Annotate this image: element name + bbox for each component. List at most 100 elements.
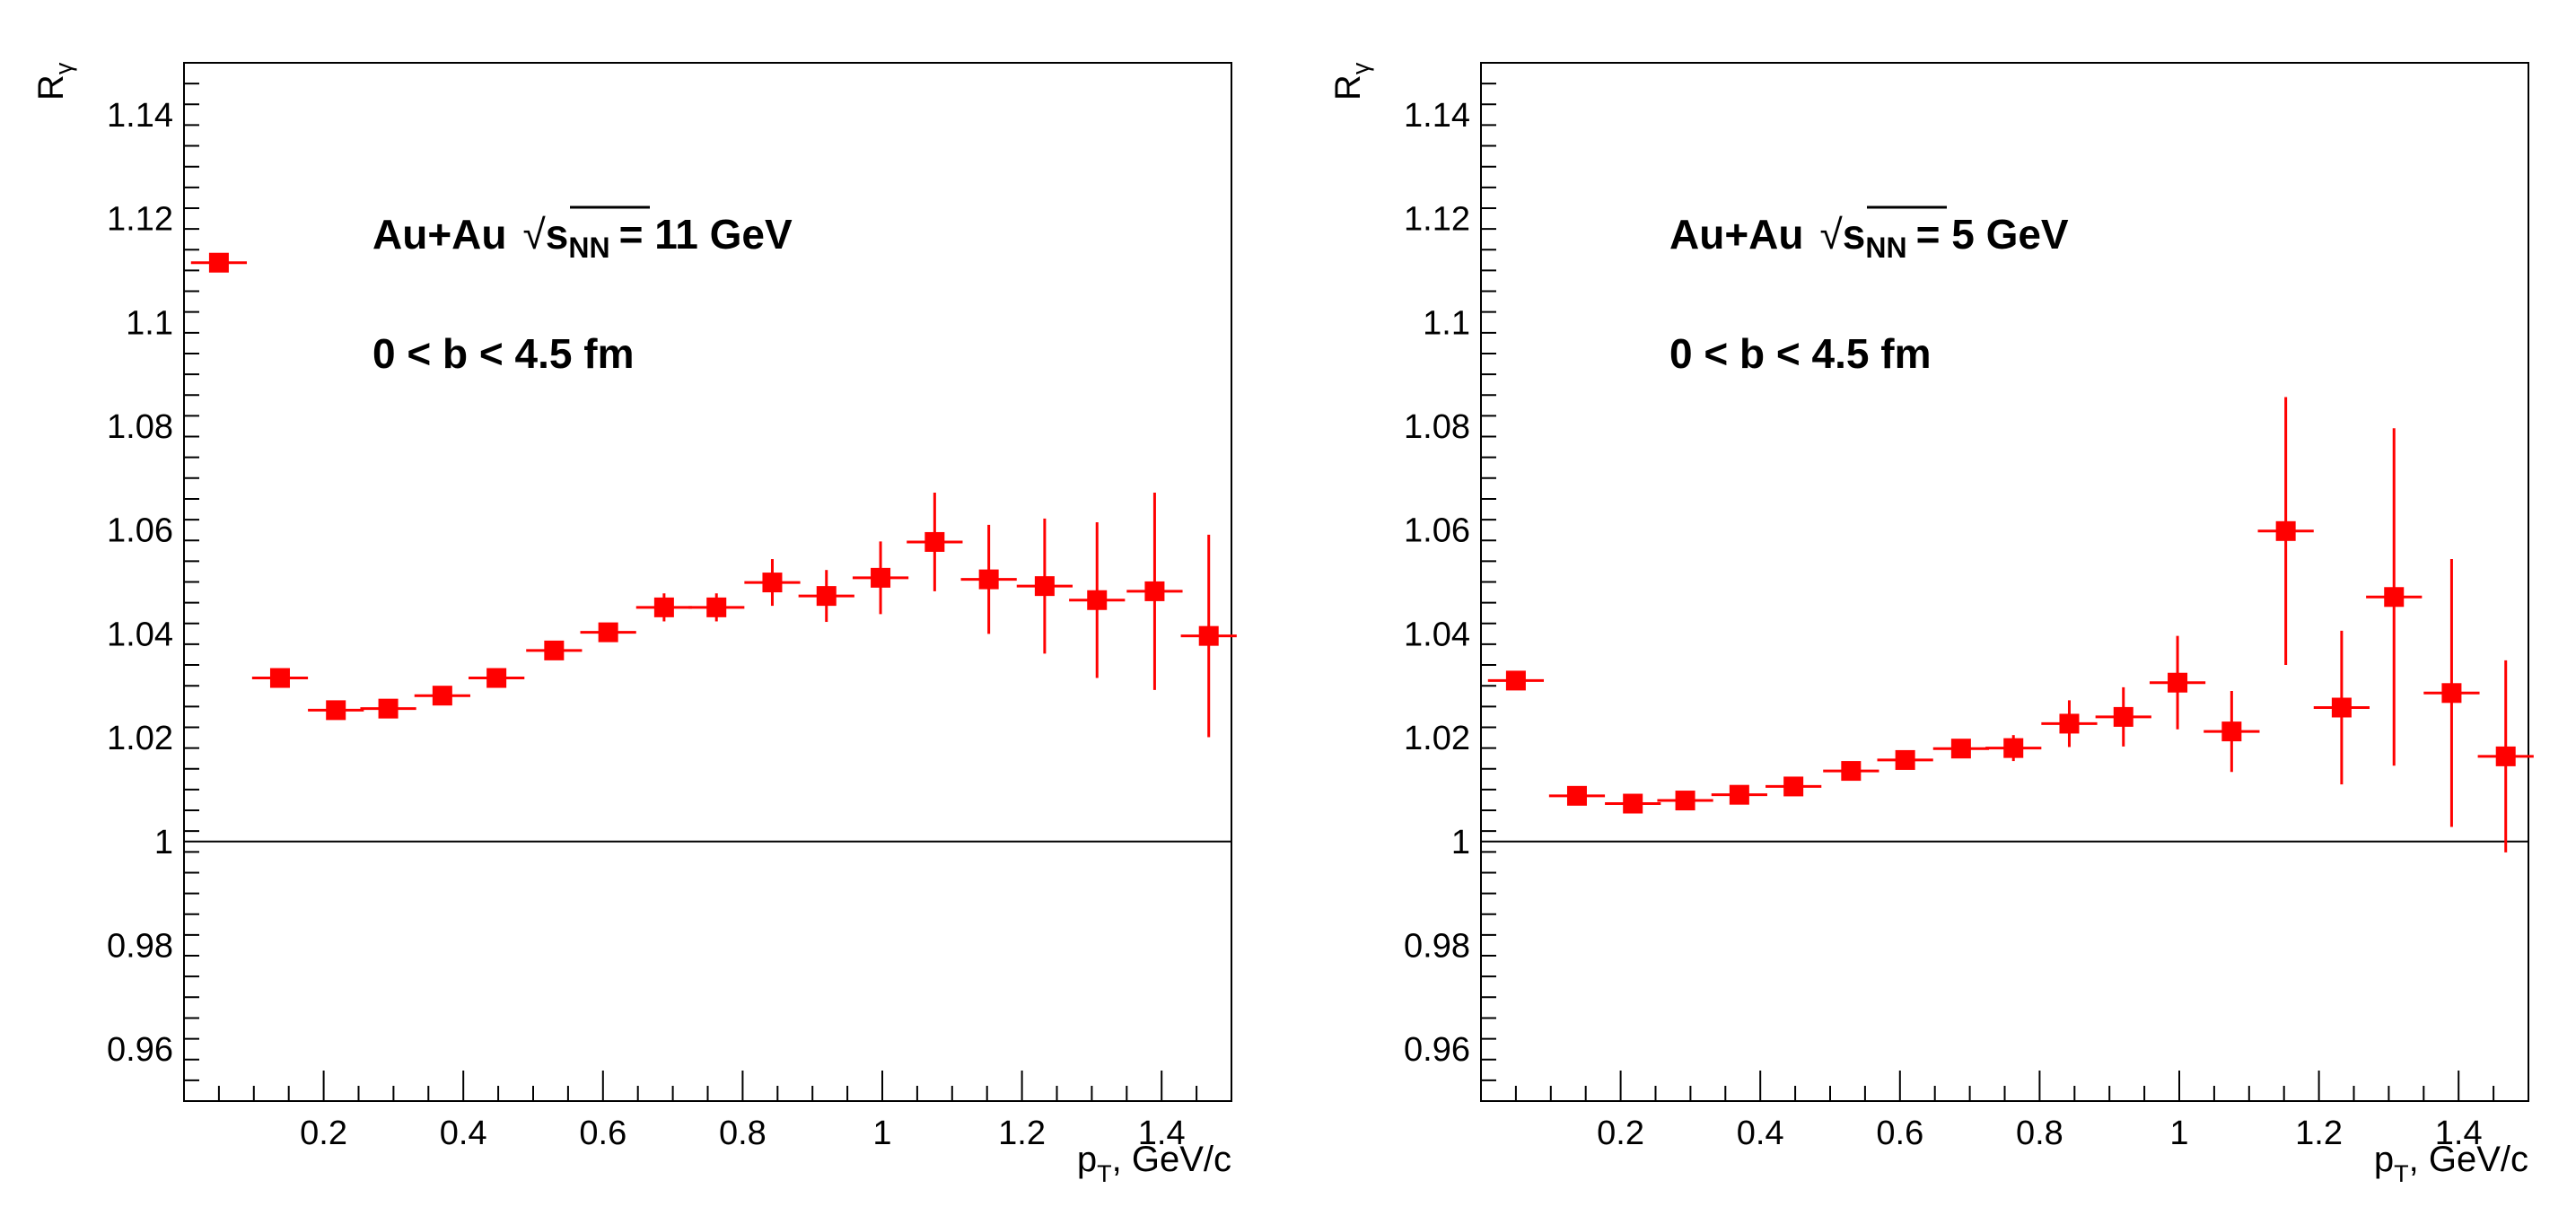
marker-square xyxy=(598,622,618,643)
y-ticks: 0.96 0.98 1 1.02 1.04 1.06 1.08 1.1 1.12 1.14 xyxy=(1404,62,1496,1102)
data-point xyxy=(2366,428,2423,766)
annotation-s-sub: NN xyxy=(1865,232,1906,264)
x-tick-label: 1 xyxy=(2169,1115,2188,1152)
data-point xyxy=(1069,521,1126,678)
y-tick-label: 0.98 xyxy=(1404,927,1470,965)
y-tick-label: 0.96 xyxy=(107,1031,173,1069)
data-point xyxy=(2313,630,2370,785)
annotation-sqrt: √ xyxy=(523,211,547,258)
x-tick-label: 0.4 xyxy=(1737,1115,1784,1152)
marker-square xyxy=(1087,590,1108,610)
x-axis-title-sub: T xyxy=(2394,1160,2409,1187)
y-tick-label: 1.02 xyxy=(107,720,173,757)
marker-square xyxy=(2275,520,2296,541)
data-point xyxy=(1877,749,1933,770)
marker-square xyxy=(2384,587,2405,608)
x-tick-label: 1.2 xyxy=(998,1115,1046,1152)
marker-square xyxy=(544,640,565,660)
chart-panel-left: 0.96 0.98 1 1.02 1.04 1.06 1.08 1.1 1.12 1.14 0.2… xyxy=(31,62,1237,1187)
data-point xyxy=(635,593,692,622)
x-tick-label: 0.6 xyxy=(1876,1115,1923,1152)
marker-square xyxy=(816,586,837,607)
data-point xyxy=(744,559,801,607)
marker-square xyxy=(653,597,674,617)
data-point xyxy=(526,640,583,660)
y-tick-label: 1.04 xyxy=(1404,616,1470,653)
y-tick-label: 1 xyxy=(154,824,173,861)
data-point xyxy=(688,593,745,622)
data-point xyxy=(1657,791,1713,811)
y-axis-title: Rγ xyxy=(1328,62,1374,101)
x-tick-label: 0.6 xyxy=(579,1115,626,1152)
data-point xyxy=(1985,735,2042,762)
annotation-system: Au+Au xyxy=(372,211,507,258)
data-point xyxy=(1823,761,1879,782)
marker-square xyxy=(1198,625,1219,646)
y-tick-label: 1.12 xyxy=(1404,201,1470,239)
data-point xyxy=(2477,660,2534,852)
data-point xyxy=(1126,492,1183,690)
y-tick-label: 1.06 xyxy=(1404,512,1470,550)
data-point xyxy=(580,622,636,643)
data-point xyxy=(251,668,309,688)
y-tick-label: 1.14 xyxy=(1404,97,1470,135)
annotation-centrality: 0 < b < 4.5 fm xyxy=(372,330,634,377)
y-tick-label: 1.04 xyxy=(107,616,173,653)
marker-square xyxy=(432,686,452,706)
marker-square xyxy=(978,569,999,590)
marker-square xyxy=(208,252,229,273)
marker-square xyxy=(2331,697,2352,718)
y-tick-label: 1 xyxy=(1451,824,1470,861)
x-tick-label: 0.4 xyxy=(440,1115,487,1152)
annotation-sqrt: √ xyxy=(1820,211,1844,258)
data-points xyxy=(190,252,1237,738)
marker-square xyxy=(1144,581,1165,601)
annotation-s-sub: NN xyxy=(568,232,609,264)
x-tick-label: 0.2 xyxy=(1597,1115,1644,1152)
marker-square xyxy=(2113,706,2134,727)
data-point xyxy=(2149,635,2206,730)
marker-square xyxy=(1729,784,1749,805)
x-tick-label: 0.8 xyxy=(2016,1115,2063,1152)
marker-square xyxy=(1566,785,1587,806)
data-point xyxy=(2423,559,2480,827)
marker-square xyxy=(1950,739,1971,759)
chart-panel-right: 0.96 0.98 1 1.02 1.04 1.06 1.08 1.1 1.12 1.14 0.2… xyxy=(1328,62,2534,1187)
y-tick-label: 1.12 xyxy=(107,201,173,239)
marker-square xyxy=(1675,791,1695,811)
y-axis-title-main: R xyxy=(1328,74,1368,101)
y-tick-label: 0.98 xyxy=(107,927,173,965)
data-point xyxy=(308,700,364,721)
data-point xyxy=(2041,700,2098,748)
y-tick-label: 1.08 xyxy=(107,408,173,446)
marker-square xyxy=(2221,721,2242,742)
marker-square xyxy=(924,531,945,552)
marker-square xyxy=(326,700,346,721)
data-point xyxy=(469,668,525,688)
annotation-s: s xyxy=(1843,211,1866,258)
y-tick-label: 1.02 xyxy=(1404,720,1470,757)
data-point xyxy=(190,252,248,273)
x-axis-title-main: p xyxy=(2374,1140,2394,1179)
marker-square xyxy=(486,668,507,688)
data-point xyxy=(1180,534,1237,738)
x-tick-label: 1 xyxy=(872,1115,891,1152)
marker-square xyxy=(1841,761,1862,782)
x-ticks: 0.2 0.4 0.6 0.8 1 1.2 1.4 xyxy=(1514,1071,2495,1152)
data-point xyxy=(907,492,963,591)
x-axis-title-rest: , GeV/c xyxy=(2409,1140,2528,1179)
x-axis-title-main: p xyxy=(1077,1140,1097,1179)
marker-square xyxy=(1623,793,1643,814)
marker-square xyxy=(2168,672,2188,693)
annotation-centrality: 0 < b < 4.5 fm xyxy=(1669,330,1931,377)
data-point xyxy=(414,686,470,706)
marker-square xyxy=(269,668,290,688)
marker-square xyxy=(1895,749,1915,770)
marker-square xyxy=(762,573,783,593)
data-point xyxy=(1766,776,1822,797)
marker-square xyxy=(2059,713,2080,734)
data-point xyxy=(1711,784,1767,805)
y-tick-label: 1.1 xyxy=(126,304,173,342)
marker-square xyxy=(2441,683,2462,704)
